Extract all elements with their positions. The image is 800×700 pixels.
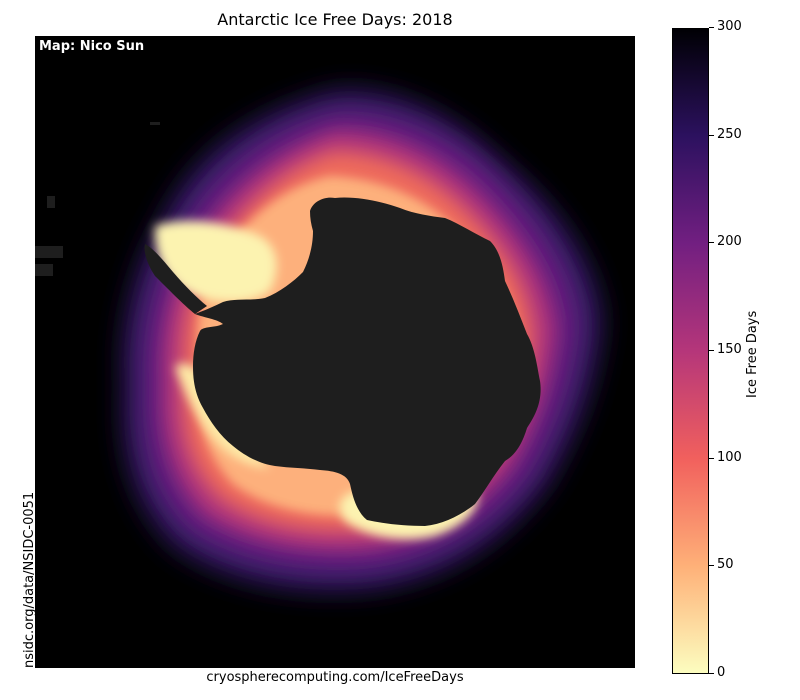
colorbar-tick-mark — [709, 242, 714, 244]
map-credit: Map: Nico Sun — [39, 39, 145, 54]
island-speck — [35, 246, 63, 258]
map-canvas — [35, 36, 635, 668]
colorbar-tick-label: 300 — [717, 19, 742, 34]
antarctica-landmass — [193, 197, 541, 526]
colorbar-tick-label: 250 — [717, 126, 742, 142]
colorbar-tick-mark — [709, 673, 714, 674]
colorbar-tick-mark — [709, 457, 714, 459]
island-speck — [35, 264, 53, 276]
colorbar-tick-mark — [709, 565, 714, 567]
colorbar — [672, 28, 709, 674]
colorbar-tick-mark — [709, 350, 714, 351]
colorbar-label: Ice Free Days — [745, 310, 760, 398]
island-speck — [47, 196, 55, 208]
colorbar-tick-label: 50 — [717, 557, 734, 573]
colorbar-tick-mark — [709, 134, 714, 136]
colorbar-tick-label: 200 — [717, 234, 742, 250]
island-speck — [150, 122, 160, 125]
antarctic-peninsula — [144, 244, 207, 314]
colorbar-tick-mark — [709, 27, 714, 28]
ice-free-days-map: Map: Nico Sun — [35, 36, 635, 668]
colorbar-tick-label: 0 — [717, 665, 726, 680]
colorbar-tick-label: 150 — [717, 342, 742, 357]
colorbar-tick-label: 100 — [717, 449, 742, 465]
ice-zone-yellow-weddell — [154, 220, 277, 303]
source-label-bottom: cryospherecomputing.com/IceFreeDays — [206, 670, 464, 685]
chart-title: Antarctic Ice Free Days: 2018 — [217, 10, 453, 29]
source-label-side: nsidc.org/data/NSIDC-0051 — [22, 491, 37, 668]
